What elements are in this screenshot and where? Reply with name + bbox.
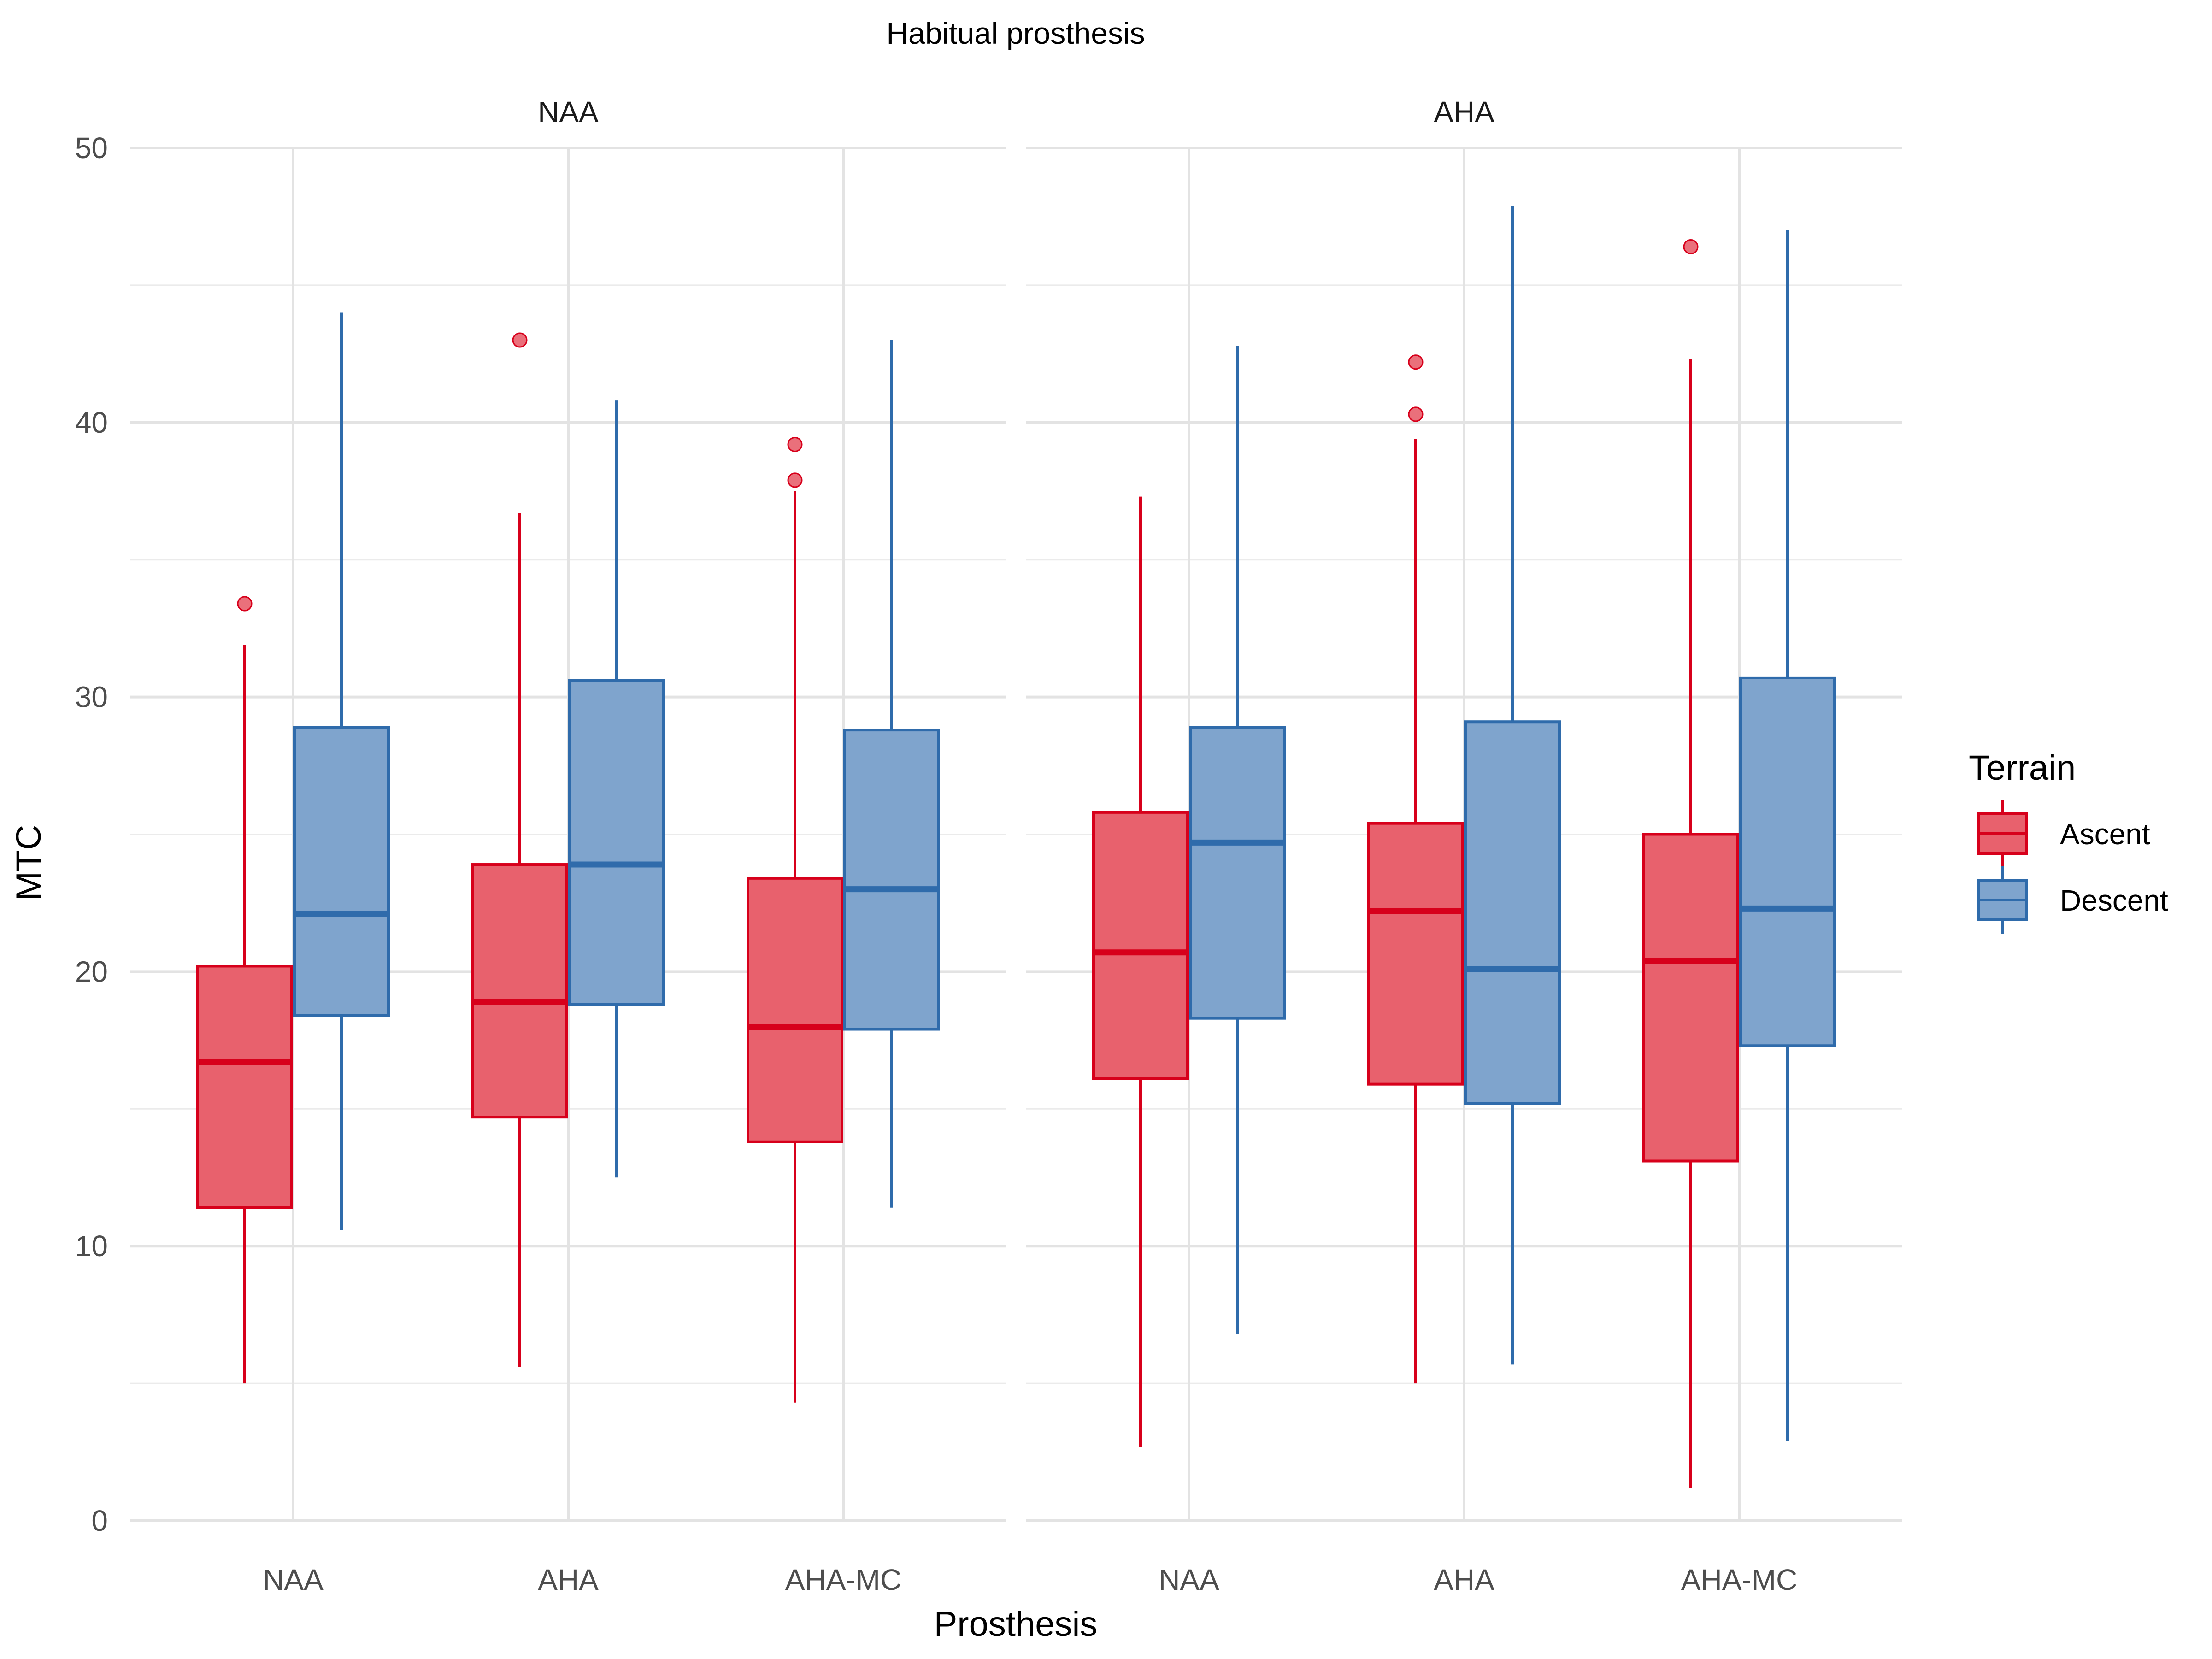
facet-label: AHA	[1434, 95, 1494, 129]
chart-title: Habitual prosthesis	[886, 16, 1145, 50]
y-tick-label: 30	[75, 681, 108, 714]
outlier-point	[1408, 406, 1424, 422]
box-ascent	[471, 332, 568, 1367]
box-descent	[293, 312, 390, 1230]
legend-entries: Ascent Descent	[1977, 800, 2168, 934]
x-tick-label: AHA	[1434, 1563, 1494, 1596]
box-iqr	[1642, 833, 1739, 1163]
legend-entry: Ascent	[1977, 800, 2150, 868]
legend-title: Terrain	[1969, 748, 2076, 788]
box-ascent	[196, 596, 293, 1384]
x-tick-label: AHA-MC	[785, 1563, 901, 1596]
outlier-point	[512, 332, 528, 348]
box-ascent	[1642, 239, 1739, 1488]
outlier-point	[787, 472, 803, 488]
box-iqr	[1092, 811, 1189, 1080]
facet-panel: AHA NAA AHA AHA-MC	[1026, 95, 1902, 1596]
box-iqr	[1464, 720, 1561, 1105]
box-descent	[568, 400, 665, 1178]
facet-label: NAA	[538, 95, 599, 129]
box-descent	[1189, 345, 1286, 1334]
facet-panel: NAA NAA AHA AHA-MC	[130, 95, 1006, 1596]
outlier-point	[237, 596, 253, 612]
x-tick-label: NAA	[1159, 1563, 1219, 1596]
box-iqr	[1739, 676, 1836, 1047]
legend: Terrain Ascent Descent	[1969, 748, 2168, 934]
facet-panels: NAA NAA AHA AHA-MC AHA NAA AHA AHA-MC 0 10 20 30 40 5…	[75, 95, 1902, 1596]
box-iqr	[196, 965, 293, 1209]
x-axis-label: Prosthesis	[934, 1605, 1098, 1644]
box-iqr	[747, 877, 843, 1143]
legend-label: Ascent	[2060, 818, 2150, 851]
box-descent	[1739, 230, 1836, 1441]
legend-entry: Descent	[1977, 866, 2168, 934]
box-iqr	[568, 679, 665, 1006]
box-ascent	[1092, 496, 1189, 1447]
x-tick-label: AHA	[538, 1563, 599, 1596]
legend-label: Descent	[2060, 884, 2168, 917]
y-tick-label: 40	[75, 406, 108, 439]
outlier-point	[1408, 354, 1424, 370]
y-tick-label: 20	[75, 955, 108, 988]
outlier-point	[787, 436, 803, 452]
box-descent	[843, 340, 940, 1208]
box-iqr	[843, 729, 940, 1031]
y-axis-ticks: 0 10 20 30 40 50	[75, 131, 108, 1537]
box-iqr	[471, 863, 568, 1119]
box-iqr	[293, 726, 390, 1017]
box-iqr	[1367, 822, 1464, 1086]
y-axis-label: MTC	[9, 825, 48, 901]
box-iqr	[1189, 726, 1286, 1020]
x-tick-label: NAA	[263, 1563, 324, 1596]
y-tick-label: 10	[75, 1230, 108, 1263]
box-ascent	[747, 436, 843, 1403]
box-descent	[1464, 206, 1561, 1365]
box-ascent	[1367, 354, 1464, 1384]
y-tick-label: 0	[91, 1504, 108, 1537]
x-tick-label: AHA-MC	[1681, 1563, 1797, 1596]
outlier-point	[1683, 239, 1699, 254]
y-tick-label: 50	[75, 131, 108, 165]
